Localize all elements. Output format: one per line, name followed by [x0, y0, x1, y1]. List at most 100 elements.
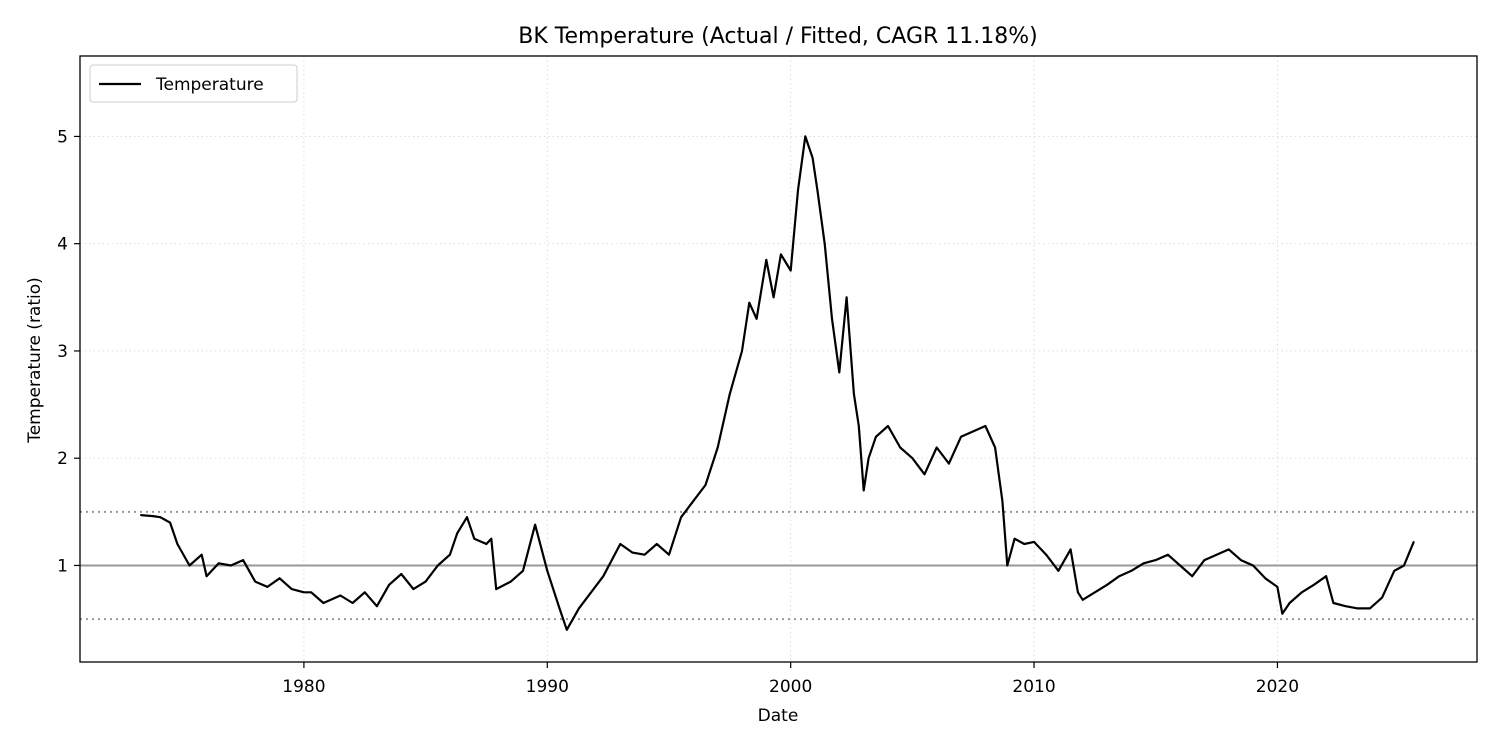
data-point — [887, 425, 889, 427]
legend-label-temperature: Temperature — [155, 75, 264, 95]
data-point — [456, 532, 459, 535]
data-point — [242, 559, 244, 562]
data-point — [376, 605, 378, 608]
x-tick-label: 1980 — [282, 677, 325, 697]
data-point — [176, 543, 179, 545]
data-point — [692, 500, 695, 503]
legend-box — [89, 64, 298, 103]
data-point — [960, 435, 962, 438]
data-point — [1142, 562, 1145, 565]
data-point — [217, 562, 220, 565]
data-point — [1332, 602, 1335, 604]
legend: Temperature — [89, 64, 298, 103]
data-point — [509, 580, 512, 583]
data-point — [1313, 583, 1315, 586]
data-point — [159, 516, 162, 519]
data-point — [1203, 559, 1206, 562]
data-point — [1412, 540, 1415, 543]
data-point — [1227, 548, 1230, 551]
x-axis-ticks: 1980 1990 2000 2010 2020 — [282, 662, 1299, 697]
data-point — [139, 514, 142, 516]
x-axis-title: Date — [758, 706, 799, 726]
data-point — [1264, 577, 1267, 580]
data-point — [200, 553, 203, 556]
data-point — [1069, 548, 1072, 551]
y-tick-label: 2 — [57, 449, 68, 469]
data-point — [853, 392, 855, 395]
data-point — [485, 543, 488, 545]
data-point — [789, 269, 792, 272]
data-point — [1403, 564, 1405, 567]
data-point — [857, 425, 860, 427]
data-point — [436, 564, 439, 567]
data-point — [534, 523, 537, 526]
data-point — [1106, 583, 1108, 586]
data-point — [984, 425, 987, 427]
data-point — [473, 537, 476, 540]
data-point — [351, 602, 354, 604]
data-point — [862, 489, 865, 492]
data-point — [831, 317, 833, 320]
data-point — [152, 515, 154, 518]
data-point — [1081, 598, 1084, 601]
data-point — [1154, 559, 1157, 562]
data-point — [823, 242, 826, 245]
data-point — [1325, 575, 1328, 578]
data-point — [867, 457, 870, 460]
data-point — [449, 553, 451, 556]
series-layer — [139, 135, 1415, 631]
x-tick-label: 2000 — [769, 677, 812, 697]
data-point — [655, 543, 658, 545]
y-tick-label: 3 — [57, 342, 68, 362]
data-point — [668, 553, 670, 556]
data-point — [339, 594, 342, 597]
data-point — [1045, 553, 1048, 556]
data-point — [1252, 564, 1254, 567]
data-point — [780, 253, 782, 256]
data-point — [755, 317, 758, 320]
x-tick-label: 2020 — [1256, 677, 1299, 697]
data-point — [1344, 605, 1347, 608]
data-point — [748, 301, 751, 304]
data-point — [602, 575, 605, 578]
data-point — [1006, 564, 1009, 567]
data-point — [1381, 596, 1383, 599]
data-point — [1281, 612, 1284, 615]
y-axis-title: Temperature (ratio) — [25, 277, 45, 444]
data-point — [1240, 559, 1242, 562]
data-point — [229, 564, 232, 567]
data-point — [994, 446, 997, 449]
data-point — [741, 350, 743, 352]
data-point — [1356, 607, 1359, 610]
data-point — [188, 564, 191, 567]
data-point — [1215, 553, 1218, 556]
data-point — [899, 446, 902, 449]
chart-title: BK Temperature (Actual / Fitted, CAGR 11… — [518, 24, 1038, 49]
grid-lines — [80, 56, 1477, 662]
data-point — [972, 430, 975, 433]
data-point — [1023, 543, 1026, 545]
data-point — [303, 591, 305, 594]
data-point — [1393, 569, 1396, 572]
data-point — [923, 473, 926, 476]
data-point — [1076, 591, 1079, 594]
data-point — [765, 258, 768, 261]
data-point — [363, 591, 366, 594]
data-point — [797, 189, 799, 191]
data-point — [546, 569, 549, 572]
data-point — [1191, 575, 1194, 578]
data-point — [1118, 575, 1121, 578]
data-point — [466, 516, 468, 519]
data-point — [388, 583, 390, 586]
data-point — [1300, 591, 1303, 594]
data-point — [565, 628, 568, 631]
data-point — [278, 577, 281, 580]
plot-frame — [79, 55, 1478, 663]
data-point — [1001, 500, 1004, 503]
data-point — [631, 551, 634, 554]
data-point — [911, 457, 914, 460]
data-point — [522, 569, 524, 572]
data-point — [1013, 537, 1016, 540]
data-point — [1033, 540, 1035, 543]
